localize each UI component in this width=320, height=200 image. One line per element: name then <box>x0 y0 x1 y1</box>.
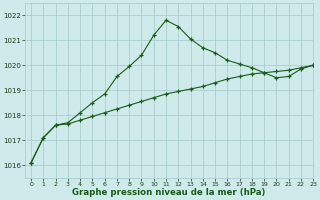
X-axis label: Graphe pression niveau de la mer (hPa): Graphe pression niveau de la mer (hPa) <box>72 188 266 197</box>
